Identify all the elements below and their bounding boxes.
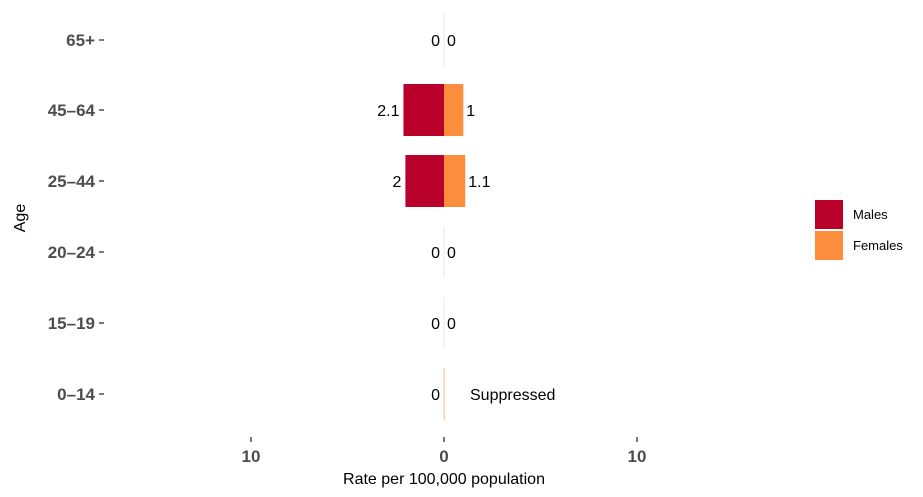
y-tick-label: 15–19 (48, 314, 95, 333)
x-axis: 10 0 10 (242, 437, 647, 466)
y-axis-title: Age (12, 204, 29, 233)
legend-label-males: Males (853, 207, 888, 222)
y-tick-label: 0–14 (57, 385, 95, 404)
legend-swatch-females (815, 231, 843, 260)
data-label-males: 0 (431, 316, 440, 333)
bars-layer (403, 14, 466, 420)
x-tick-label: 10 (628, 447, 647, 466)
legend-label-females: Females (853, 238, 903, 253)
bar-males (403, 84, 444, 136)
data-label-females: Suppressed (470, 387, 555, 404)
x-tick-label: 0 (439, 447, 448, 466)
data-label-females: 1 (466, 103, 475, 120)
y-axis: 65+ 45–64 25–44 20–24 15–19 0–14 (48, 31, 104, 404)
data-label-males: 2 (392, 174, 401, 191)
legend-swatch-males (815, 200, 843, 229)
bar-males (405, 155, 444, 207)
data-label-males: 0 (431, 33, 440, 50)
legend: Males Females (815, 200, 903, 260)
x-axis-title: Rate per 100,000 population (343, 471, 545, 488)
data-label-males: 0 (431, 245, 440, 262)
y-tick-label: 45–64 (48, 101, 96, 120)
data-label-females: 0 (447, 316, 456, 333)
x-tick-label: 10 (242, 447, 261, 466)
y-tick-label: 65+ (66, 31, 95, 50)
bar-females (444, 84, 464, 136)
y-tick-label: 20–24 (48, 243, 96, 262)
row-baseline (443, 14, 445, 66)
data-label-females: 1.1 (468, 174, 490, 191)
row-baseline (443, 226, 445, 278)
bar-females-suppressed (443, 368, 445, 420)
data-label-females: 0 (447, 245, 456, 262)
data-label-females: 0 (447, 33, 456, 50)
data-label-males: 0 (431, 387, 440, 404)
y-tick-label: 25–44 (48, 172, 96, 191)
data-labels-layer: 0 02.1 12 1.10 00 00 Suppressed (377, 33, 555, 404)
data-label-males: 2.1 (377, 103, 399, 120)
bar-females (444, 155, 466, 207)
row-baseline (443, 297, 445, 349)
